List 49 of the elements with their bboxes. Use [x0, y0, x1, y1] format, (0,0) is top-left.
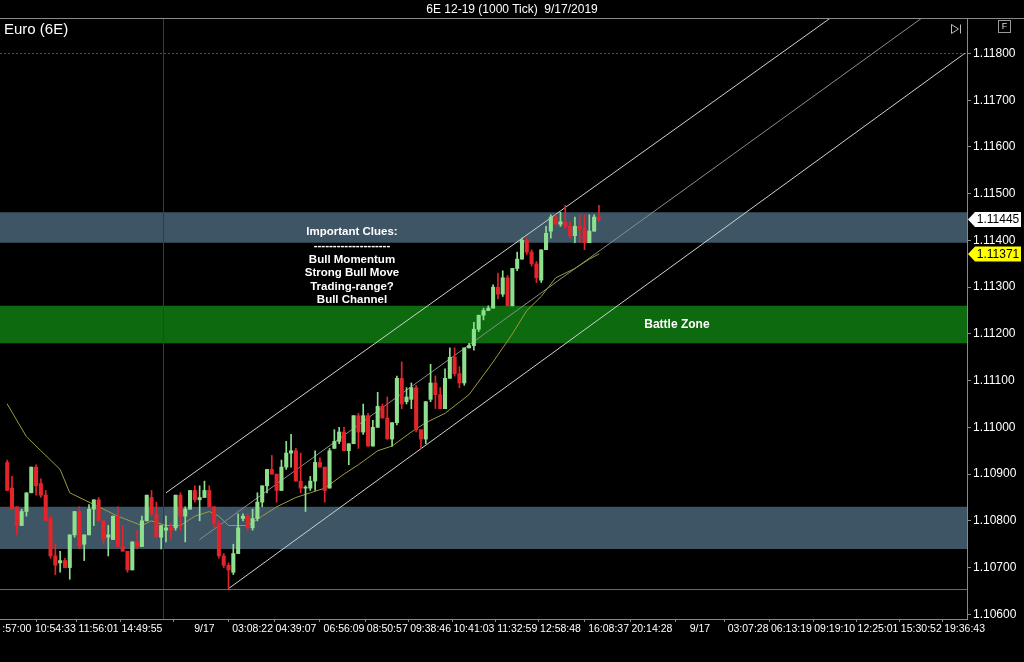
y-tick-label: 1.11800	[973, 45, 1016, 60]
x-tick-label: 9/17	[194, 622, 215, 635]
y-tick-label: 1.10900	[973, 466, 1017, 481]
x-tick-label: 08:50:57	[366, 622, 408, 635]
x-tick-label: 06:13:19	[770, 622, 812, 635]
y-tick-label: 1.11200	[973, 326, 1016, 341]
x-tick-label: 03:08:22	[232, 622, 274, 635]
y-tick-label: 1.10700	[973, 559, 1017, 574]
text: 1.11445	[976, 212, 1020, 227]
text: 1.11371	[976, 246, 1020, 261]
x-tick-label: 15:30:52	[900, 622, 942, 635]
candlestick	[596, 205, 601, 223]
x-tick-label: 9/17	[689, 622, 711, 635]
candlestick	[168, 522, 173, 540]
y-tick-label: 1.11000	[973, 419, 1016, 434]
x-tick-label: 19:36:43	[944, 622, 986, 635]
y-tick-label: 1.10800	[973, 513, 1017, 528]
x-tick-label: 10:54:33	[34, 622, 76, 635]
x-tick-label: 10:41:03	[453, 622, 495, 635]
y-tick-label: 1.11300	[973, 279, 1016, 294]
band-label: Battle Zone	[644, 316, 710, 331]
y-tick-label: 1.10600	[973, 606, 1017, 621]
candlestick	[183, 506, 188, 543]
text: F	[998, 20, 1011, 33]
x-tick-label: 12:25:01	[857, 622, 899, 635]
candlestick	[58, 550, 63, 573]
x-tick-label: 14:49:55	[121, 622, 163, 635]
y-tick-label: 1.11700	[973, 92, 1016, 107]
y-tick-label: 1.11400	[973, 232, 1016, 247]
x-tick-label: 04:39:07	[275, 622, 317, 635]
y-tick-label: 1.11100	[973, 372, 1015, 387]
x-tick-label: 09:19:10	[814, 622, 856, 635]
y-tick-label: 1.11500	[973, 185, 1016, 200]
candlestick	[289, 434, 294, 468]
y-tick-label: 1.11600	[973, 139, 1016, 154]
chart-title: 6E 12-19 (1000 Tick) 9/17/2019	[426, 1, 599, 16]
candlestick	[298, 452, 303, 494]
x-tick-label: 20:14:28	[631, 622, 673, 635]
x-tick-label: 09:38:46	[410, 622, 452, 635]
x-tick-label: 06:56:09	[323, 622, 365, 635]
x-tick-label: 11:32:59	[497, 622, 538, 635]
candlestick	[163, 515, 169, 543]
x-tick-label: 11:56:01	[78, 622, 119, 635]
x-tick-label: :57:00	[2, 622, 32, 635]
x-tick-label: 12:58:48	[540, 622, 582, 635]
x-tick-label: 03:07:28	[727, 622, 769, 635]
annotation: Important Clues: -------------------- Bull Momentum Strong Bull Move Trading-range? Bull Channel	[304, 225, 400, 306]
chart-subtitle: Euro (6E)	[4, 20, 69, 38]
x-tick-label: 16:08:37	[588, 622, 630, 635]
